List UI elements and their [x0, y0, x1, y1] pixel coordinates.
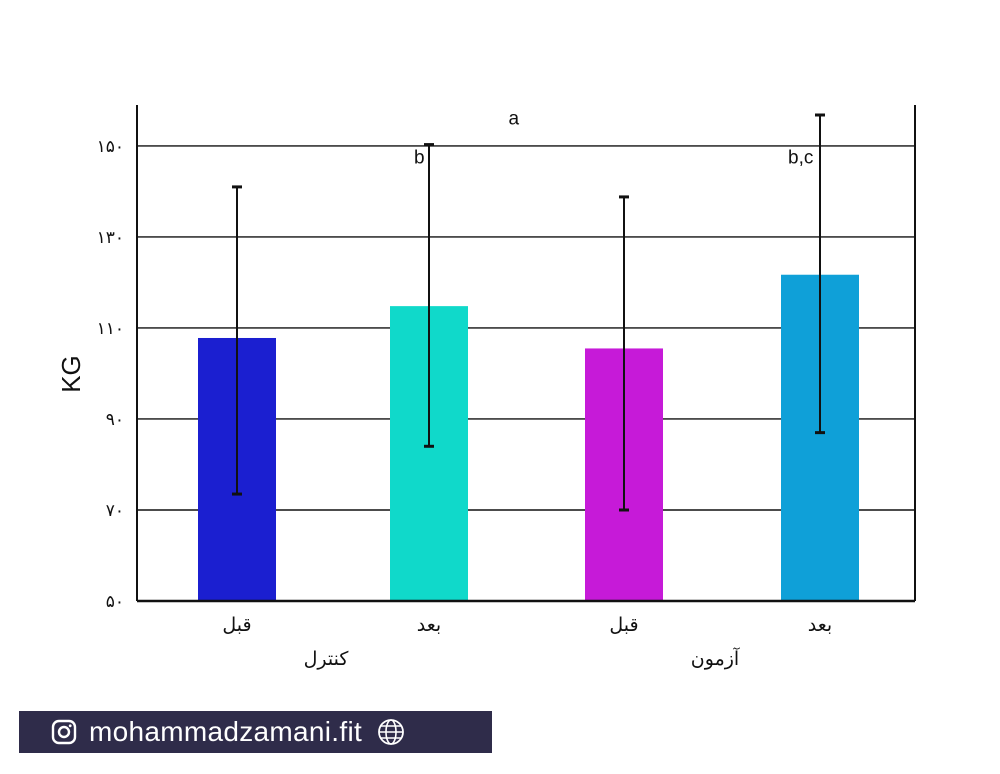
significance-annotation: a — [509, 109, 520, 130]
x-tick-label: قبل — [609, 614, 638, 636]
x-tick-label: بعد — [808, 614, 832, 636]
bar-chart: ۵۰ ۷۰ ۹۰ ۱۱۰ ۱۳۰ ۱۵۰ KG قبل بعد قبل بعد کنترل آزمون a… — [56, 105, 916, 670]
globe-icon — [378, 719, 404, 745]
y-tick-label: ۷۰ — [106, 501, 124, 521]
y-tick-label: ۱۱۰ — [97, 319, 124, 339]
y-axis-label: KG — [56, 355, 86, 393]
y-tick-label: ۱۳۰ — [97, 228, 124, 248]
group-label: آزمون — [691, 646, 740, 670]
watermark-text: mohammadzamani.fit — [89, 716, 363, 747]
significance-annotation: b,c — [788, 147, 813, 168]
significance-annotation: b — [414, 147, 425, 168]
y-tick-label: ۹۰ — [106, 410, 124, 430]
y-tick-label: ۵۰ — [106, 592, 124, 612]
x-tick-label: قبل — [222, 614, 251, 636]
instagram-icon — [51, 719, 77, 745]
x-tick-label: بعد — [417, 614, 441, 636]
group-label: کنترل — [304, 648, 350, 670]
y-tick-label: ۱۵۰ — [97, 137, 124, 157]
watermark-banner: mohammadzamani.fit — [19, 711, 492, 753]
